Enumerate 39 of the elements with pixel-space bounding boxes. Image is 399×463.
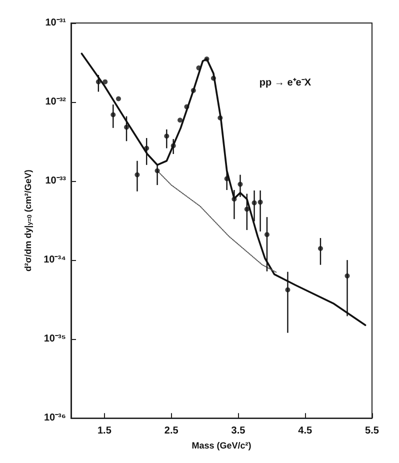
point xyxy=(238,182,243,187)
point xyxy=(218,115,223,120)
y-tick-label: 10⁻³⁵ xyxy=(44,334,66,345)
point xyxy=(285,287,290,292)
point xyxy=(116,96,121,102)
point xyxy=(170,143,176,148)
point xyxy=(190,88,196,93)
point xyxy=(204,56,210,62)
point xyxy=(184,104,190,110)
point xyxy=(210,76,216,81)
point xyxy=(258,200,263,205)
point xyxy=(110,112,116,118)
point xyxy=(252,200,257,206)
y-tick-label: 10⁻³¹ xyxy=(45,18,67,28)
point xyxy=(232,196,237,202)
point xyxy=(264,232,270,238)
point xyxy=(196,65,202,70)
x-tick-label: 3.5 xyxy=(231,426,246,437)
point xyxy=(318,246,323,252)
y-tick-label: 10⁻³⁴ xyxy=(44,254,66,266)
x-tick-label: 5.5 xyxy=(365,426,380,437)
point xyxy=(164,134,170,139)
y-tick-label: 10⁻³³ xyxy=(45,176,67,187)
y-tick-label: 10⁻³² xyxy=(45,96,67,108)
point xyxy=(178,118,183,123)
point xyxy=(244,206,250,212)
point xyxy=(134,172,140,178)
point xyxy=(144,146,150,151)
x-tick-label: 4.5 xyxy=(298,426,312,437)
point xyxy=(344,273,350,278)
x-axis-title: Mass (GeV/c²) xyxy=(192,440,252,450)
x-tick-label: 2.5 xyxy=(164,426,179,437)
point xyxy=(102,79,108,84)
point xyxy=(124,124,130,130)
point xyxy=(96,79,101,84)
point xyxy=(154,168,160,174)
x-tick-label: 1.5 xyxy=(97,426,112,437)
annotation: pp → e⁺e⁻X xyxy=(259,78,312,88)
y-tick-label: 10⁻³⁶ xyxy=(44,412,66,424)
